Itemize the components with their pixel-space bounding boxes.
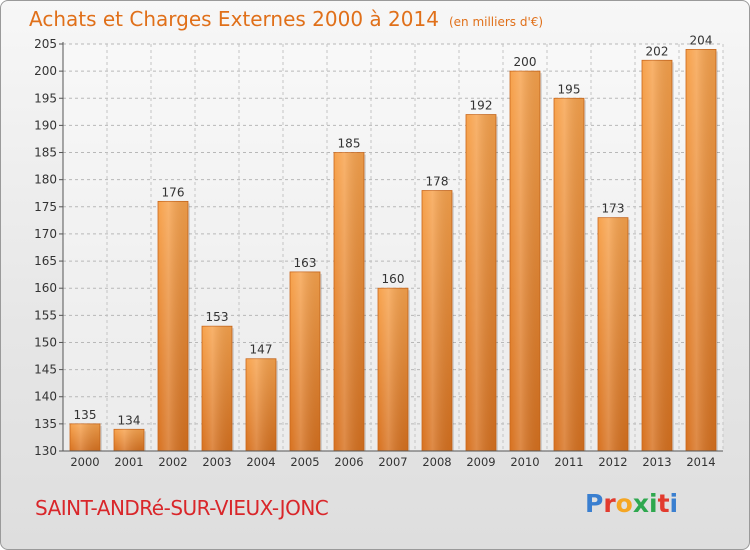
- bar-highlight: [114, 429, 144, 451]
- x-tick-label: 2002: [158, 455, 187, 469]
- logo-letter: P: [585, 489, 604, 518]
- proxiti-logo: Proxiti: [585, 489, 678, 518]
- x-tick-label: 2010: [510, 455, 539, 469]
- value-label: 134: [118, 413, 141, 427]
- x-tick-label: 2014: [686, 455, 715, 469]
- x-tick-label: 2008: [422, 455, 451, 469]
- y-tick-label: 180: [34, 173, 57, 187]
- logo-letter: x: [632, 489, 649, 518]
- bar-highlight: [598, 217, 628, 451]
- value-label: 147: [250, 343, 273, 357]
- bar-highlight: [642, 60, 672, 451]
- bar-highlight: [510, 71, 540, 451]
- value-label: 173: [602, 202, 625, 216]
- bar-highlight: [246, 358, 276, 451]
- x-tick-label: 2001: [114, 455, 143, 469]
- x-tick-label: 2007: [378, 455, 407, 469]
- x-tick-label: 2013: [642, 455, 671, 469]
- logo-letter: t: [657, 489, 670, 518]
- y-tick-label: 175: [34, 200, 57, 214]
- logo-letter: i: [649, 489, 658, 518]
- x-tick-label: 2003: [202, 455, 231, 469]
- value-label: 160: [382, 272, 405, 286]
- x-tick-label: 2011: [554, 455, 583, 469]
- chart-subtitle: (en milliers d'€): [448, 15, 544, 29]
- value-label: 153: [206, 310, 229, 324]
- bar-highlight: [686, 49, 716, 451]
- x-tick-label: 2009: [466, 455, 495, 469]
- y-tick-label: 155: [34, 308, 57, 322]
- value-label: 163: [294, 256, 317, 270]
- y-tick-label: 200: [34, 64, 57, 78]
- logo-letter: o: [615, 489, 633, 518]
- bar-highlight: [158, 201, 188, 451]
- y-tick-label: 145: [34, 363, 57, 377]
- value-label: 178: [426, 175, 449, 189]
- bar-highlight: [466, 114, 496, 452]
- y-tick-label: 150: [34, 335, 57, 349]
- y-tick-label: 165: [34, 254, 57, 268]
- bar-highlight: [378, 288, 408, 451]
- town-name: SAINT-ANDRé-SUR-VIEUX-JONC: [35, 496, 329, 520]
- x-tick-label: 2006: [334, 455, 363, 469]
- x-tick-label: 2000: [70, 455, 99, 469]
- y-tick-label: 195: [34, 91, 57, 105]
- value-label: 185: [338, 137, 361, 151]
- bar-highlight: [554, 98, 584, 452]
- y-tick-label: 135: [34, 417, 57, 431]
- y-tick-label: 205: [34, 37, 57, 51]
- y-tick-label: 140: [34, 390, 57, 404]
- logo-letter: i: [669, 489, 679, 518]
- logo-letter: r: [603, 489, 616, 518]
- x-tick-label: 2004: [246, 455, 275, 469]
- bar-highlight: [70, 423, 100, 451]
- y-tick-label: 185: [34, 146, 57, 160]
- value-label: 192: [470, 99, 493, 113]
- y-tick-label: 160: [34, 281, 57, 295]
- y-tick-label: 190: [34, 118, 57, 132]
- axes: 130 135 140 145 150 155 160 165 170 175 180 185 190 1…: [34, 37, 723, 469]
- y-tick-label: 170: [34, 227, 57, 241]
- bar-highlight: [422, 190, 452, 451]
- x-tick-label: 2005: [290, 455, 319, 469]
- value-label: 135: [74, 408, 97, 422]
- value-label: 200: [514, 55, 537, 69]
- value-label: 195: [558, 82, 581, 96]
- value-label: 176: [162, 185, 185, 199]
- value-label: 202: [646, 44, 669, 58]
- bar-highlight: [202, 326, 232, 451]
- bars: 135 134 176 153 147 163 185 160 178 192 200 195 173 2…: [69, 33, 718, 452]
- y-tick-label: 130: [34, 444, 57, 458]
- x-tick-label: 2012: [598, 455, 627, 469]
- bar-highlight: [334, 152, 364, 452]
- value-label: 204: [690, 33, 713, 47]
- bar-highlight: [290, 271, 320, 451]
- chart-title: Achats et Charges Externes 2000 à 2014 (e…: [29, 7, 543, 31]
- chart-title-text: Achats et Charges Externes 2000 à 2014: [29, 7, 439, 31]
